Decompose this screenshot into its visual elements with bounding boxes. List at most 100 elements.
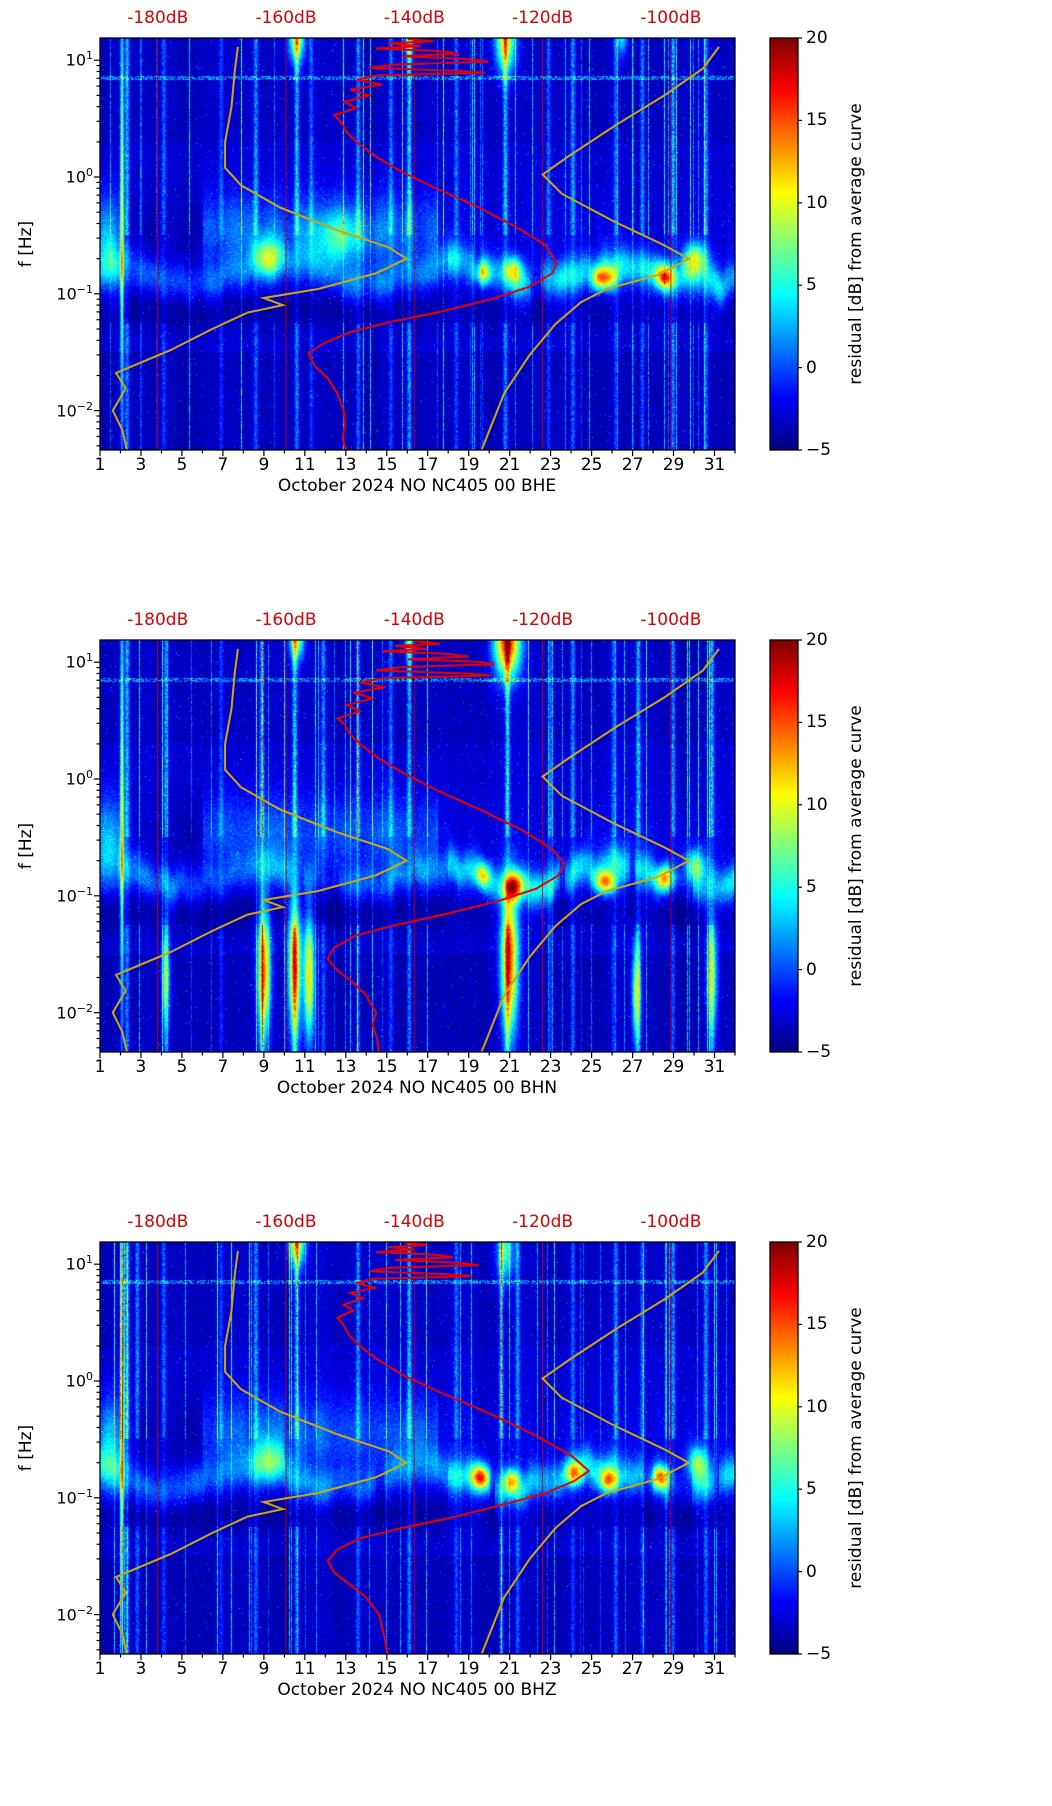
x-tick-label: 23	[539, 455, 562, 475]
y-tick-label: 10−2	[56, 399, 93, 420]
colorbar-tick-labels: 20 15 10 5 0 −5	[0, 1204, 1052, 1806]
top-db-label: -160dB	[255, 1212, 317, 1232]
y-tick-label: 10−1	[56, 282, 93, 304]
y-tick-label: 10−1	[56, 1486, 93, 1508]
x-axis-title: October 2024 NO NC405 00 BHZ	[277, 1680, 557, 1700]
top-db-axis: -180dB -160dB -140dB -120dB -100dB	[0, 1204, 1052, 1806]
top-db-label: -120dB	[512, 8, 574, 28]
x-tick-label: 17	[416, 455, 439, 475]
top-db-label: -100dB	[640, 1212, 702, 1232]
x-tick-label: 9	[258, 455, 270, 475]
x-tick-labels: 1 3 5 7 9 11 13 15 17 19 21 23 25 27 29 31	[0, 0, 1052, 602]
y-axis-label: f [Hz]	[16, 822, 36, 870]
x-tick-label: 21	[498, 1659, 521, 1679]
top-db-label: -160dB	[255, 8, 317, 28]
x-tick-label: 11	[294, 455, 316, 475]
top-db-label: -160dB	[255, 610, 317, 630]
colorbar-label: residual [dB] from average curve	[846, 103, 866, 385]
x-tick-label: 15	[375, 1057, 398, 1077]
colorbar-label: residual [dB] from average curve	[846, 705, 866, 987]
x-tick-label: 9	[258, 1057, 270, 1077]
colorbar-tick-labels: 20 15 10 5 0 −5	[0, 0, 1052, 602]
colorbar-tick-labels: 20 15 10 5 0 −5	[0, 602, 1052, 1204]
x-axis-title: October 2024 NO NC405 00 BHE	[277, 476, 557, 496]
top-db-label: -140dB	[383, 8, 445, 28]
y-tick-label: 100	[65, 768, 93, 789]
colorbar-tick-label: 0	[806, 357, 817, 378]
colorbar-label: residual [dB] from average curve	[846, 1307, 866, 1589]
x-tick-label: 13	[334, 455, 357, 475]
y-axis-label: f [Hz]	[16, 1424, 36, 1472]
x-tick-label: 7	[217, 455, 229, 475]
colorbar-tick-label: 20	[806, 630, 828, 650]
colorbar-tick-label: −5	[806, 1644, 832, 1664]
x-tick-label: 29	[662, 455, 685, 475]
top-db-label: -140dB	[383, 1212, 445, 1232]
x-tick-label: 3	[135, 1057, 147, 1077]
x-tick-label: 21	[498, 455, 521, 475]
x-tick-label: 15	[375, 455, 398, 475]
x-tick-label: 21	[498, 1057, 521, 1077]
top-db-axis: -180dB -160dB -140dB -120dB -100dB	[0, 602, 1052, 1204]
colorbar-tick-label: 5	[806, 275, 817, 296]
top-db-label: -100dB	[640, 8, 702, 28]
y-tick-labels: 101 100 10−1 10−2	[0, 1204, 93, 1806]
x-tick-label: 15	[375, 1659, 398, 1679]
colorbar-tick-label: 15	[806, 1314, 828, 1335]
x-tick-label: 31	[703, 1057, 726, 1077]
x-tick-label: 19	[457, 1057, 480, 1077]
x-tick-label: 3	[135, 1659, 147, 1679]
x-tick-label: 23	[539, 1057, 562, 1077]
colorbar-tick-label: 10	[806, 1396, 828, 1417]
x-tick-label: 11	[294, 1057, 316, 1077]
x-tick-label: 23	[539, 1659, 562, 1679]
x-tick-label: 5	[176, 1659, 188, 1679]
x-tick-label: 31	[703, 1659, 726, 1679]
y-tick-label: 101	[65, 49, 93, 70]
x-tick-label: 27	[621, 1659, 644, 1679]
colorbar-tick-label: 15	[806, 712, 828, 733]
y-tick-label: 101	[65, 1253, 93, 1274]
colorbar-tick-label: 5	[806, 1479, 817, 1500]
colorbar-tick-label: 20	[806, 28, 828, 48]
x-tick-labels: 1 3 5 7 9 11 13 15 17 19 21 23 25 27 29 31	[0, 602, 1052, 1204]
x-tick-label: 5	[176, 1057, 188, 1077]
y-tick-labels: 101 100 10−1 10−2	[0, 0, 93, 602]
x-tick-label: 17	[416, 1659, 439, 1679]
x-tick-label: 27	[621, 455, 644, 475]
top-db-axis: -180dB -160dB -140dB -120dB -100dB	[0, 0, 1052, 602]
colorbar-tick-label: −5	[806, 1042, 832, 1062]
y-axis-label: f [Hz]	[16, 220, 36, 268]
x-tick-label: 3	[135, 455, 147, 475]
colorbar-tick-label: 10	[806, 192, 828, 213]
x-tick-label: 25	[580, 455, 603, 475]
x-tick-label: 13	[334, 1659, 357, 1679]
y-tick-label: 100	[65, 166, 93, 187]
x-tick-label: 13	[334, 1057, 357, 1077]
panel-bhe: -180dB -160dB -140dB -120dB -100dB 101 100 10−…	[0, 0, 1052, 602]
colorbar-tick-label: −5	[806, 440, 832, 460]
top-db-label: -120dB	[512, 1212, 574, 1232]
top-db-label: -120dB	[512, 610, 574, 630]
x-tick-label: 11	[294, 1659, 316, 1679]
y-tick-label: 10−1	[56, 884, 93, 906]
x-tick-label: 25	[580, 1659, 603, 1679]
y-tick-label: 100	[65, 1370, 93, 1391]
x-tick-label: 27	[621, 1057, 644, 1077]
panel-bhn: -180dB -160dB -140dB -120dB -100dB 101 100 10−…	[0, 602, 1052, 1204]
x-tick-label: 25	[580, 1057, 603, 1077]
x-tick-label: 5	[176, 455, 188, 475]
x-tick-label: 1	[94, 1659, 106, 1679]
top-db-label: -100dB	[640, 610, 702, 630]
x-tick-label: 7	[217, 1659, 229, 1679]
x-tick-label: 1	[94, 1057, 106, 1077]
colorbar-tick-label: 0	[806, 959, 817, 980]
x-tick-label: 19	[457, 1659, 480, 1679]
x-tick-label: 31	[703, 455, 726, 475]
x-axis-title: October 2024 NO NC405 00 BHN	[276, 1078, 558, 1098]
colorbar-tick-label: 20	[806, 1232, 828, 1252]
y-tick-label: 10−2	[56, 1603, 93, 1624]
x-tick-labels: 1 3 5 7 9 11 13 15 17 19 21 23 25 27 29 31	[0, 1204, 1052, 1806]
